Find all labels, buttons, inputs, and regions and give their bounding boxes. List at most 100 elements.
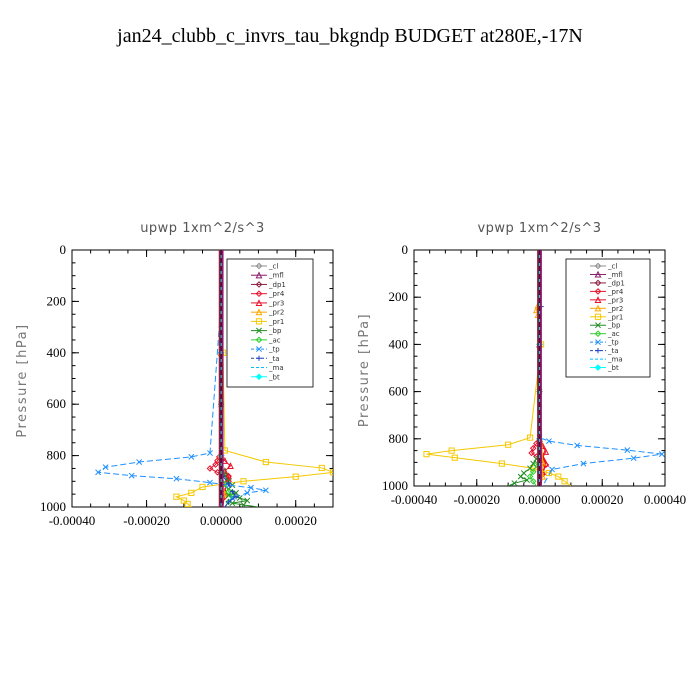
data-point xyxy=(227,462,234,469)
legend-marker xyxy=(255,271,263,279)
legend-marker xyxy=(256,346,262,353)
data-point xyxy=(498,460,505,467)
y-tick-label: 600 xyxy=(47,396,67,411)
data-point xyxy=(188,453,195,460)
legend-label: _mfl xyxy=(268,272,284,280)
legend-label: _cl xyxy=(607,263,617,271)
data-point xyxy=(526,434,534,441)
panel-0: upwp 1xm^2/s^3 Pressure [hPa] 0 200 400 600 80… xyxy=(15,221,334,528)
legend-label: _ta xyxy=(607,347,619,355)
legend-marker xyxy=(595,348,601,354)
data-point xyxy=(624,447,631,454)
data-point xyxy=(574,442,581,449)
legend-marker xyxy=(594,279,602,287)
data-point xyxy=(658,451,665,458)
figure-title: jan24_clubb_c_invrs_tau_bkgndp BUDGET at… xyxy=(116,25,583,47)
legend-label: _pr4 xyxy=(607,288,624,296)
data-point xyxy=(173,493,180,500)
legend-label: _ac xyxy=(268,336,281,344)
legend-marker xyxy=(595,365,601,371)
data-point xyxy=(221,457,229,464)
legend-label: _dp1 xyxy=(607,279,625,287)
legend-marker xyxy=(255,373,263,381)
x-tick-label: -0.00020 xyxy=(453,492,500,507)
legend-label: _bt xyxy=(268,373,280,381)
legend-marker xyxy=(594,270,602,278)
y-axis-label: Pressure [hPa] xyxy=(15,323,30,437)
y-axis-label: Pressure [hPa] xyxy=(357,313,372,427)
legend-marker xyxy=(594,296,602,303)
data-point xyxy=(180,497,187,504)
legend-label: _bt xyxy=(607,364,619,372)
legend-label: _pr4 xyxy=(268,290,285,298)
data-point xyxy=(206,465,214,472)
data-point xyxy=(262,458,269,466)
legend-marker xyxy=(594,330,602,337)
y-tick-label: 800 xyxy=(47,448,67,463)
legend-label: _tp xyxy=(607,339,619,347)
data-point xyxy=(225,488,232,495)
data-point xyxy=(184,500,191,507)
data-point xyxy=(318,464,325,472)
legend-marker xyxy=(594,364,602,371)
series-line xyxy=(96,250,266,507)
y-tick-label: 0 xyxy=(402,242,409,257)
legend-marker xyxy=(256,327,262,334)
panel-title: upwp 1xm^2/s^3 xyxy=(140,221,265,236)
data-point xyxy=(244,489,251,496)
data-point xyxy=(529,477,537,485)
data-point xyxy=(423,451,430,458)
x-tick-label: 0.00040 xyxy=(644,492,686,507)
data-point xyxy=(248,484,254,491)
legend-marker xyxy=(594,262,602,270)
y-tick-label: 0 xyxy=(60,242,67,257)
data-point xyxy=(128,472,135,479)
series-bp xyxy=(507,250,543,486)
data-point xyxy=(555,473,562,480)
y-tick-label: 400 xyxy=(389,336,409,351)
data-point xyxy=(448,447,455,454)
data-point xyxy=(528,449,535,457)
y-tick-label: 600 xyxy=(389,384,409,399)
data-point xyxy=(262,487,269,494)
legend-marker xyxy=(594,304,602,312)
x-tick-label: -0.00020 xyxy=(123,513,170,528)
panel-title: vpwp 1xm^2/s^3 xyxy=(477,221,601,236)
plot-area xyxy=(95,250,333,507)
series-line xyxy=(426,250,572,486)
data-point xyxy=(561,478,568,485)
data-point xyxy=(136,459,143,465)
data-point xyxy=(102,464,109,471)
data-point xyxy=(529,468,537,476)
data-point xyxy=(240,478,247,485)
legend-marker xyxy=(255,308,263,316)
x-tick-label: 0.00000 xyxy=(200,513,242,528)
data-point xyxy=(229,488,235,495)
legend-box xyxy=(565,258,651,378)
legend-marker xyxy=(255,262,263,270)
x-tick-label: 0.00020 xyxy=(275,513,317,528)
plot-area xyxy=(423,250,665,486)
data-point xyxy=(173,475,180,482)
data-point xyxy=(451,454,458,461)
data-point xyxy=(225,472,233,480)
data-point xyxy=(542,448,550,455)
legend-label: _bp xyxy=(607,322,621,330)
legend-label: _pr1 xyxy=(268,318,284,326)
series-pr1 xyxy=(423,250,572,486)
legend-label: _pr2 xyxy=(268,309,284,317)
data-point xyxy=(549,466,556,473)
legend-label: _ma xyxy=(607,356,623,364)
data-point xyxy=(188,489,195,496)
data-point xyxy=(221,490,229,498)
legend-label: _pr2 xyxy=(607,305,623,313)
y-tick-label: 1000 xyxy=(382,478,408,493)
legend-label: _ma xyxy=(268,364,284,372)
legend-box xyxy=(226,258,314,388)
legend-label: _pr3 xyxy=(268,299,284,307)
data-point xyxy=(580,460,587,467)
legend-label: _mfl xyxy=(607,271,623,279)
data-point xyxy=(329,469,333,476)
legend-marker xyxy=(256,374,262,380)
